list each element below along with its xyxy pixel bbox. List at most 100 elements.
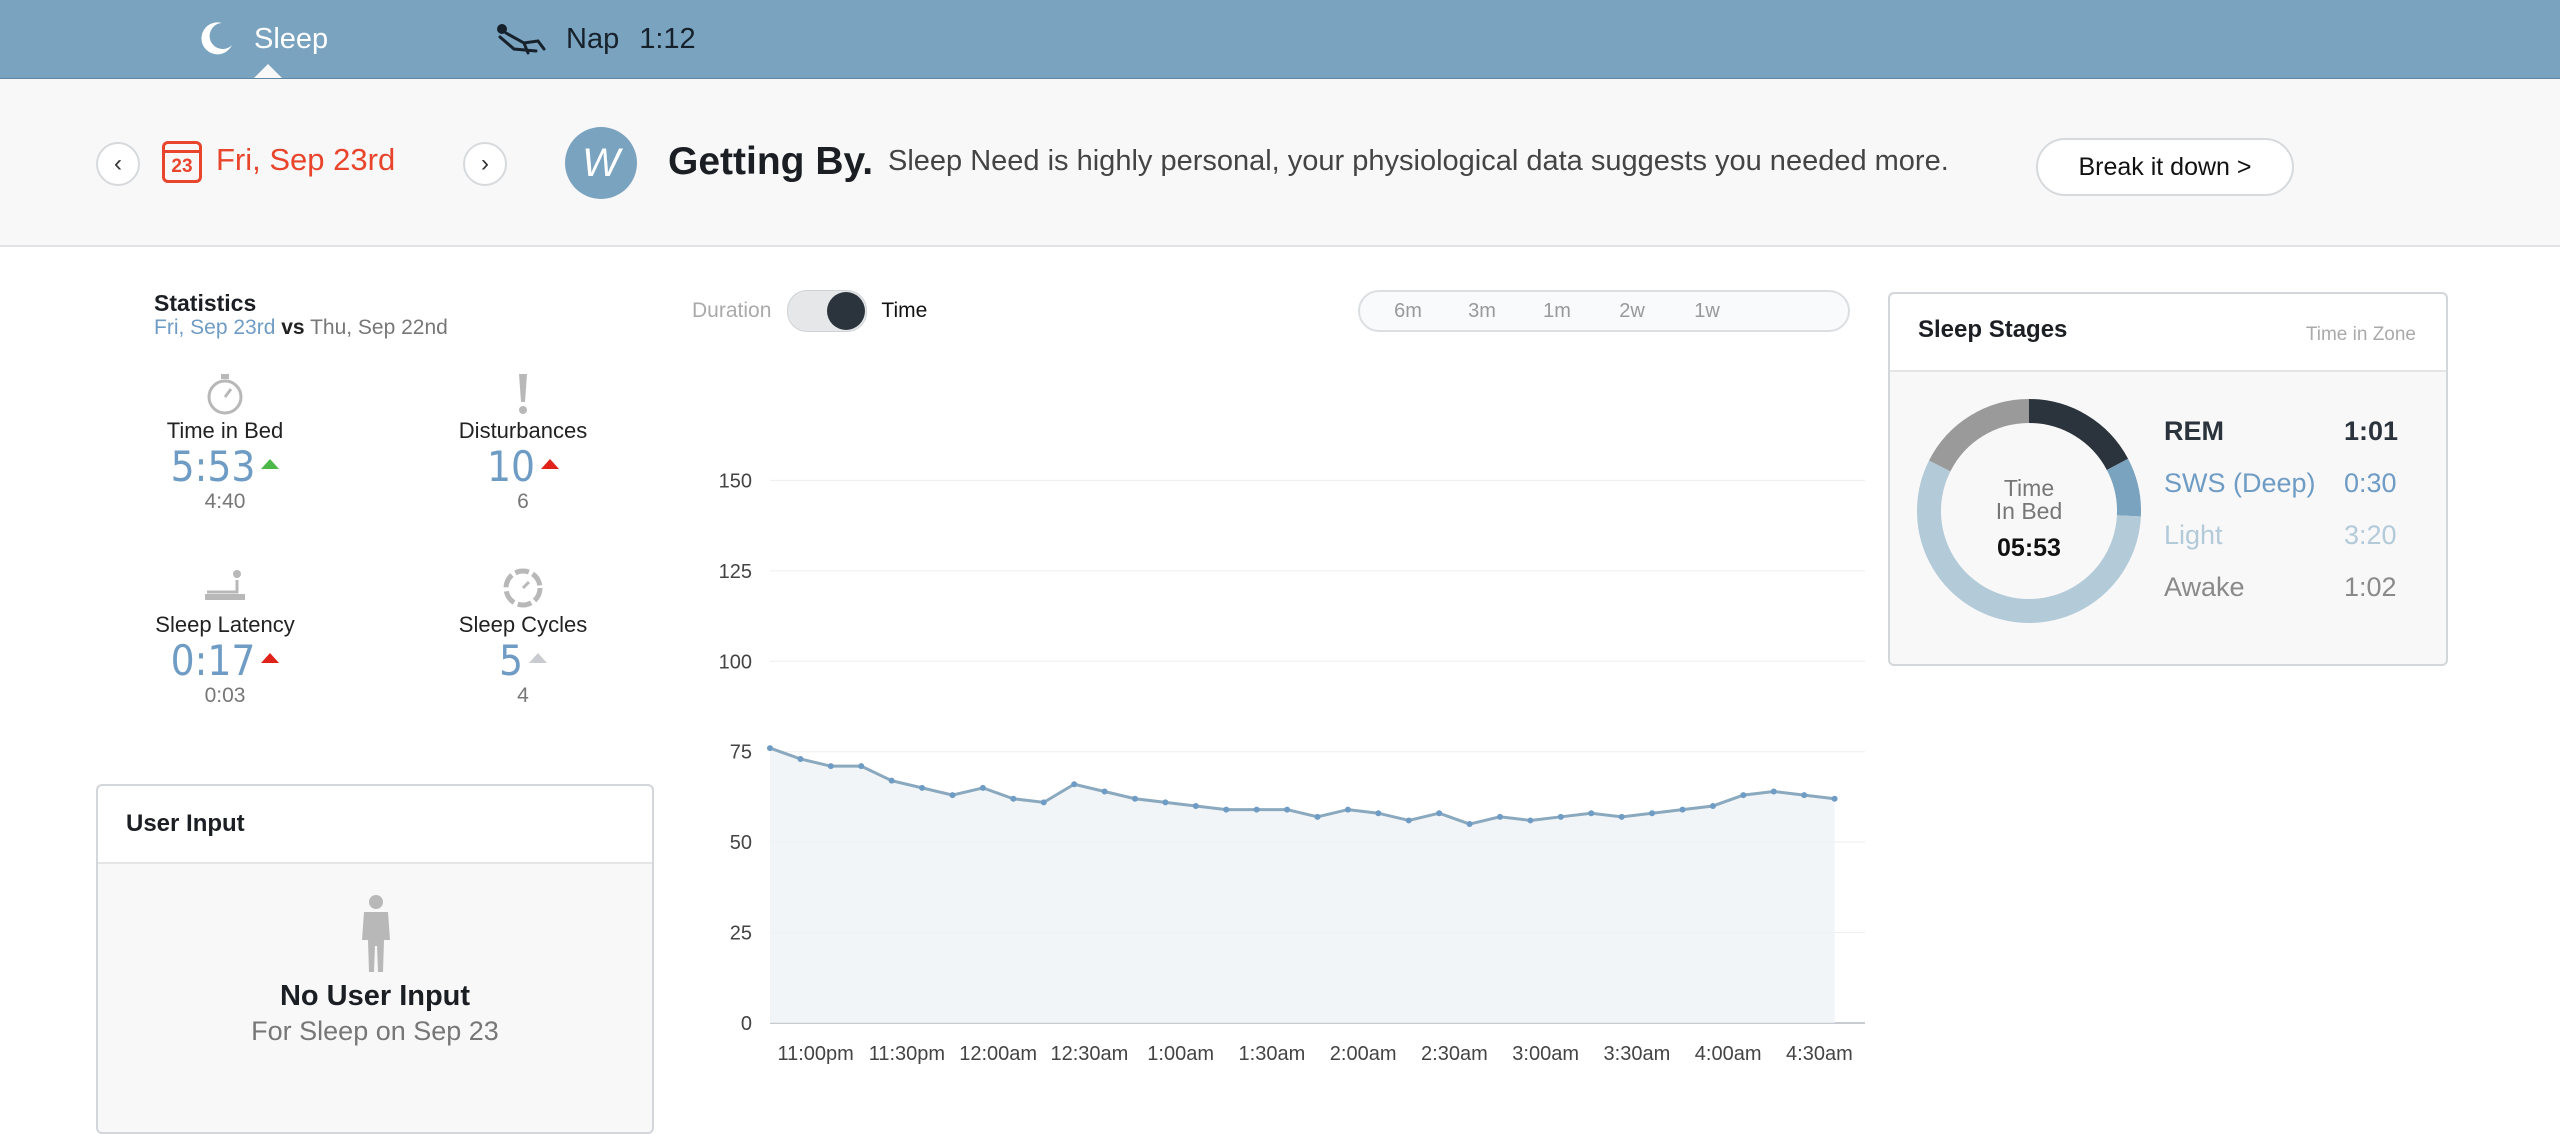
stat-time-in-bed: Time in Bed 5:53 4:40 — [115, 372, 335, 514]
stat-value: 5 — [413, 638, 633, 684]
heart-rate-point — [1831, 795, 1838, 802]
heart-rate-point — [767, 745, 773, 752]
heart-rate-point — [1709, 802, 1716, 809]
range-1m[interactable]: 1m — [1543, 300, 1571, 322]
trend-up-icon — [261, 652, 280, 663]
next-day-button[interactable]: › — [463, 142, 507, 186]
heart-rate-point — [797, 755, 804, 762]
heart-rate-point — [1436, 810, 1443, 817]
x-tick-label: 3:30am — [1604, 1043, 1671, 1065]
stat-value: 0:17 — [115, 638, 335, 684]
x-tick-label: 12:30am — [1050, 1043, 1128, 1065]
heart-rate-point — [1649, 810, 1656, 817]
stage-value: 1:01 — [2344, 416, 2399, 446]
stat-sleep-latency: Sleep Latency 0:17 0:03 — [115, 566, 335, 708]
whoop-logo: W — [565, 127, 637, 199]
heart-rate-point — [1466, 821, 1473, 828]
sleep-heart-rate-chart: 0 25 50 75 100 125 150 11:00pm 11:30pm 12:00am 12:… — [719, 470, 1865, 1065]
heart-rate-point — [1101, 788, 1108, 795]
donut-center-value: 05:53 — [1997, 534, 2061, 562]
duration-label[interactable]: Duration — [692, 299, 772, 322]
stage-name: REM — [2164, 416, 2224, 446]
heart-rate-point — [1284, 806, 1291, 813]
statistics-compare: Fri, Sep 23rd vs Thu, Sep 22nd — [154, 316, 448, 340]
compare-date: Thu, Sep 22nd — [310, 316, 448, 339]
donut-center-label: Time — [2004, 475, 2054, 501]
heart-rate-point — [1223, 806, 1230, 813]
stage-value: 0:30 — [2344, 468, 2397, 498]
switch-knob — [827, 292, 866, 330]
range-6m[interactable]: 6m — [1394, 300, 1422, 322]
heart-rate-point — [1497, 813, 1503, 820]
range-selector: 6m 3m 1m 2w 1w — [1358, 290, 1850, 332]
prev-day-button[interactable]: ‹ — [96, 142, 140, 186]
donut-segment — [1917, 460, 2141, 623]
stat-label: Time in Bed — [166, 418, 284, 443]
trend-up-icon — [529, 652, 548, 663]
heart-rate-point — [1010, 795, 1017, 802]
range-2w[interactable]: 2w — [1619, 300, 1645, 322]
donut-segment — [1929, 399, 2030, 472]
heart-rate-point — [1132, 795, 1138, 802]
y-tick-label: 125 — [719, 561, 752, 583]
range-3m[interactable]: 3m — [1468, 300, 1496, 322]
heart-rate-point — [1679, 806, 1686, 813]
heart-rate-point — [1071, 781, 1078, 788]
stopwatch-icon — [115, 372, 335, 416]
x-tick-label: 12:00am — [959, 1043, 1037, 1065]
logo-letter: W — [582, 140, 620, 185]
heart-rate-point — [919, 784, 926, 791]
stat-value: 5:53 — [115, 444, 335, 490]
top-nav: Sleep Nap 1:12 — [0, 0, 2560, 79]
range-1w[interactable]: 1w — [1694, 300, 1720, 322]
heart-rate-point — [1801, 792, 1808, 799]
tab-sleep[interactable]: Sleep — [196, 0, 328, 78]
tab-sleep-label: Sleep — [254, 22, 329, 55]
stage-value: 3:20 — [2344, 520, 2397, 550]
duration-time-toggle: Duration Time — [692, 290, 927, 332]
selected-date[interactable]: Fri, Sep 23rd — [216, 142, 396, 177]
stat-label: Sleep Latency — [155, 612, 295, 637]
donut-center-label: In Bed — [1996, 498, 2063, 524]
sleep-stages-header: Sleep Stages Time in Zone — [1890, 294, 2446, 372]
trend-up-icon — [541, 458, 560, 469]
x-tick-label: 3:00am — [1512, 1043, 1579, 1065]
break-it-down-button[interactable]: Break it down > — [2036, 138, 2294, 196]
x-tick-label: 11:00pm — [777, 1043, 853, 1065]
duration-time-switch[interactable] — [787, 290, 868, 332]
performance-message: Sleep Need is highly personal, your phys… — [888, 145, 1949, 177]
statistics-title: Statistics — [154, 290, 257, 316]
y-tick-label: 0 — [741, 1013, 752, 1035]
sleep-stages-card: Sleep Stages Time in Zone Time In Bed 05:5… — [1888, 292, 2448, 666]
y-tick-label: 100 — [719, 651, 752, 673]
performance-headline: Getting By. — [668, 140, 874, 183]
reclining-person-icon — [494, 19, 548, 59]
heart-rate-point — [1375, 810, 1382, 817]
y-tick-label: 150 — [719, 470, 752, 492]
tab-nap[interactable]: Nap 1:12 — [494, 0, 696, 78]
stage-name: SWS (Deep) — [2164, 468, 2316, 498]
stage-name: Awake — [2164, 572, 2245, 602]
stat-previous: 6 — [517, 490, 529, 513]
current-date: Fri, Sep 23rd — [154, 316, 276, 339]
no-user-input-sub: For Sleep on Sep 23 — [251, 1016, 499, 1046]
stat-previous: 4:40 — [204, 490, 246, 513]
heart-rate-point — [1405, 817, 1412, 824]
donut-segment — [2106, 458, 2141, 517]
exclamation-icon — [413, 372, 633, 416]
cycle-icon — [413, 566, 633, 610]
heart-rate-point — [1527, 817, 1534, 824]
heart-rate-point — [1618, 813, 1625, 820]
moon-icon — [196, 19, 236, 59]
heart-rate-point — [888, 777, 895, 784]
heart-rate-point — [1253, 806, 1260, 813]
heart-rate-line — [769, 746, 1835, 826]
heart-rate-point — [1770, 788, 1777, 795]
stat-disturbances: Disturbances 10 6 — [413, 372, 633, 514]
x-tick-label: 2:30am — [1421, 1043, 1488, 1065]
heart-rate-point — [1162, 799, 1169, 806]
x-tick-label: 11:30pm — [869, 1043, 945, 1065]
time-label[interactable]: Time — [881, 299, 928, 322]
calendar-icon[interactable]: 23 — [162, 141, 202, 183]
chevron-left-icon: ‹ — [114, 150, 122, 177]
